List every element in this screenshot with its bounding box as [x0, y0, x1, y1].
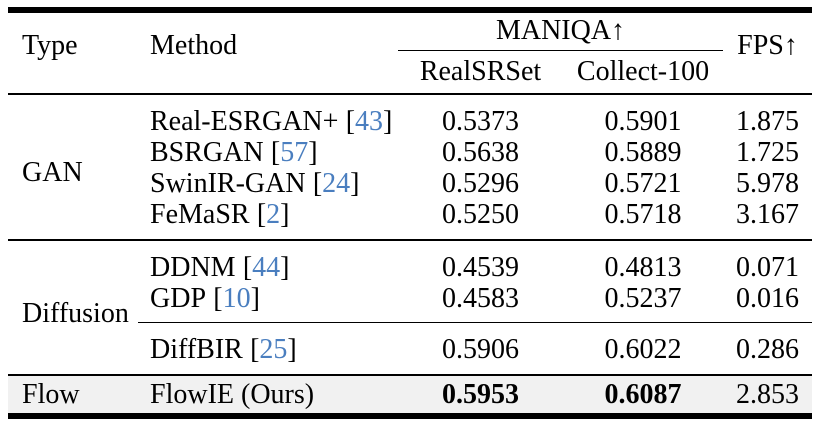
col-header-method: Method — [150, 30, 238, 61]
fps-value: 5.978 — [736, 168, 800, 199]
col-header-collect100: Collect-100 — [576, 55, 710, 87]
bracket-open: [ — [213, 283, 223, 314]
fps-value: 0.016 — [723, 283, 813, 323]
maniqa-realsrset-value: 0.5296 — [442, 168, 519, 199]
fps-value: 1.725 — [736, 137, 800, 168]
table-row-highlighted: Flow FlowIE (Ours) 0.5953 0.6087 2.853 — [8, 375, 813, 416]
method-cell: FlowIE (Ours) — [138, 375, 398, 416]
maniqa-collect100-value: 0.5901 — [604, 106, 682, 137]
method-name: BSRGAN — [150, 137, 264, 168]
method-cell: SwinIR-GAN [24] — [138, 168, 398, 199]
maniqa-realsrset-value: 0.5906 — [442, 334, 519, 365]
bracket-close: ] — [250, 283, 260, 314]
maniqa-realsrset-value-best: 0.5953 — [398, 375, 563, 416]
method-name: FlowIE (Ours) — [150, 379, 315, 410]
maniqa-collect100-value: 0.5718 — [604, 199, 682, 230]
citation: [10] — [213, 283, 260, 314]
bracket-close: ] — [287, 334, 297, 365]
maniqa-realsrset-value: 0.4539 — [442, 252, 519, 283]
fps-value: 1.875 — [736, 106, 800, 137]
citation-link[interactable]: 57 — [280, 137, 309, 168]
method-name: SwinIR-GAN — [150, 168, 306, 199]
bracket-close: ] — [383, 106, 393, 137]
method-cell: Real-ESRGAN+ [43] — [138, 94, 398, 137]
header-row-top: Type Method MANIQA↑ FPS↑ — [8, 10, 812, 61]
citation-link[interactable]: 25 — [259, 334, 288, 365]
fps-value: 0.071 — [736, 252, 800, 283]
maniqa-realsrset-value: 0.5373 — [442, 106, 519, 137]
table-header: Type Method MANIQA↑ FPS↑ RealSRSet Colle… — [8, 10, 813, 94]
bracket-close: ] — [280, 199, 290, 230]
maniqa-collect100-value: 0.6022 — [604, 334, 682, 365]
citation: [57] — [271, 137, 318, 168]
section-flow: Flow FlowIE (Ours) 0.5953 0.6087 2.853 — [8, 375, 813, 416]
table-row: GAN Real-ESRGAN+ [43] 0.5373 0.5901 1.875 — [8, 94, 812, 188]
citation-link[interactable]: 2 — [266, 199, 281, 230]
citation: [43] — [346, 106, 393, 137]
maniqa-collect100-value: 0.5237 — [563, 283, 724, 323]
method-cell: DiffBIR [25] — [138, 323, 398, 376]
benchmark-results-table: Type Method MANIQA↑ FPS↑ RealSRSet Colle… — [8, 7, 813, 419]
citation-link[interactable]: 24 — [322, 168, 351, 199]
bracket-open: [ — [242, 252, 253, 283]
citation: [25] — [250, 334, 297, 365]
method-name: GDP — [150, 283, 207, 314]
maniqa-collect100-value: 0.5889 — [604, 137, 682, 168]
fps-value: 2.853 — [723, 375, 813, 416]
table-row: BSRGAN [57] 0.5638 0.5889 1.725 — [8, 137, 812, 168]
type-label-flow: Flow — [8, 375, 138, 416]
bracket-open: [ — [256, 199, 267, 230]
bracket-close: ] — [308, 137, 318, 168]
bracket-open: [ — [312, 168, 323, 199]
citation-link[interactable]: 10 — [222, 283, 251, 314]
table-row: FeMaSR [2] 0.5250 0.5718 3.167 — [8, 199, 812, 240]
method-cell: FeMaSR [2] — [138, 199, 398, 240]
table-row: Diffusion DDNM [44] 0.4539 0.4813 0.071 — [8, 240, 812, 329]
col-header-fps: FPS↑ — [737, 30, 798, 61]
maniqa-collect100-value: 0.4813 — [604, 252, 682, 283]
type-label-gan: GAN — [22, 157, 83, 188]
bracket-close: ] — [280, 252, 290, 283]
bracket-open: [ — [270, 137, 281, 168]
fps-value: 3.167 — [736, 199, 800, 230]
method-cell: DDNM [44] — [138, 240, 398, 283]
citation-link[interactable]: 44 — [252, 252, 281, 283]
bracket-close: ] — [350, 168, 360, 199]
section-diffusion: Diffusion DDNM [44] 0.4539 0.4813 0.071 G… — [8, 240, 813, 376]
maniqa-collect100-value-best: 0.6087 — [563, 375, 724, 416]
method-name: Real-ESRGAN+ — [150, 106, 339, 137]
col-header-realsrset: RealSRSet — [419, 55, 542, 87]
method-name: FeMaSR — [150, 199, 250, 230]
table-row: DiffBIR [25] 0.5906 0.6022 0.286 — [8, 323, 812, 376]
section-gan: GAN Real-ESRGAN+ [43] 0.5373 0.5901 1.875… — [8, 94, 813, 240]
method-name: DiffBIR — [150, 334, 243, 365]
method-cell: GDP [10] — [138, 283, 398, 323]
col-header-type: Type — [22, 30, 78, 61]
citation: [24] — [313, 168, 360, 199]
table-row: SwinIR-GAN [24] 0.5296 0.5721 5.978 — [8, 168, 812, 199]
bracket-open: [ — [345, 106, 356, 137]
maniqa-realsrset-value: 0.5250 — [442, 199, 519, 230]
col-header-maniqa: MANIQA↑ — [398, 10, 724, 51]
maniqa-realsrset-value: 0.4583 — [398, 283, 563, 323]
bracket-open: [ — [250, 334, 260, 365]
method-cell: BSRGAN [57] — [138, 137, 398, 168]
type-label-diffusion: Diffusion — [22, 297, 129, 329]
citation: [44] — [243, 252, 290, 283]
table-row: GDP [10] 0.4583 0.5237 0.016 — [8, 283, 813, 323]
fps-value: 0.286 — [736, 334, 800, 365]
header-row-sub: RealSRSet Collect-100 — [8, 50, 812, 94]
maniqa-realsrset-value: 0.5638 — [442, 137, 519, 168]
citation-link[interactable]: 43 — [355, 106, 384, 137]
maniqa-collect100-value: 0.5721 — [604, 168, 682, 199]
method-name: DDNM — [150, 252, 236, 283]
citation: [2] — [257, 199, 290, 230]
